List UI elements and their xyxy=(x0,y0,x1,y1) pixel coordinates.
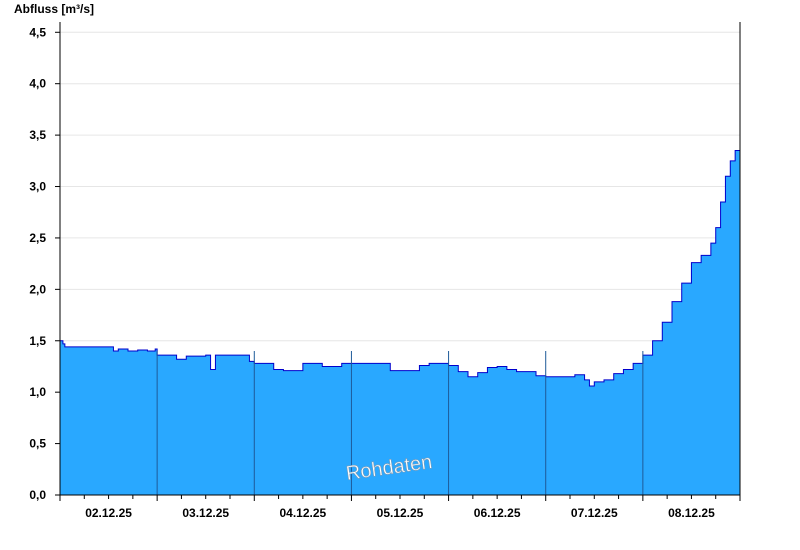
tick-labels: 0,0 0,5 1,0 1,5 2,0 2,5 3,0 3,5 4,0 4,5 02.12.25 03… xyxy=(29,25,715,520)
x-tick-label: 08.12.25 xyxy=(668,506,715,520)
area-fill xyxy=(60,143,740,495)
axes xyxy=(55,22,741,501)
x-tick-label: 04.12.25 xyxy=(279,506,326,520)
y-tick-label: 1,5 xyxy=(29,334,46,348)
x-tick-label: 07.12.25 xyxy=(571,506,618,520)
y-tick-label: 4,5 xyxy=(29,25,46,39)
y-tick-label: 2,0 xyxy=(29,282,46,296)
x-tick-label: 05.12.25 xyxy=(377,506,424,520)
y-tick-label: 3,0 xyxy=(29,180,46,194)
x-tick-label: 02.12.25 xyxy=(85,506,132,520)
discharge-area xyxy=(60,143,741,495)
y-tick-label: 0,0 xyxy=(29,488,46,502)
y-tick-label: 3,5 xyxy=(29,128,46,142)
y-tick-label: 2,5 xyxy=(29,231,46,245)
y-tick-label: 4,0 xyxy=(29,77,46,91)
x-tick-label: 03.12.25 xyxy=(182,506,229,520)
y-axis-title: Abfluss [m³/s] xyxy=(14,2,95,16)
day-separators xyxy=(156,351,644,495)
x-tick-label: 06.12.25 xyxy=(474,506,521,520)
y-tick-label: 0,5 xyxy=(29,437,46,451)
y-tick-label: 1,0 xyxy=(29,385,46,399)
series-line xyxy=(60,143,741,387)
